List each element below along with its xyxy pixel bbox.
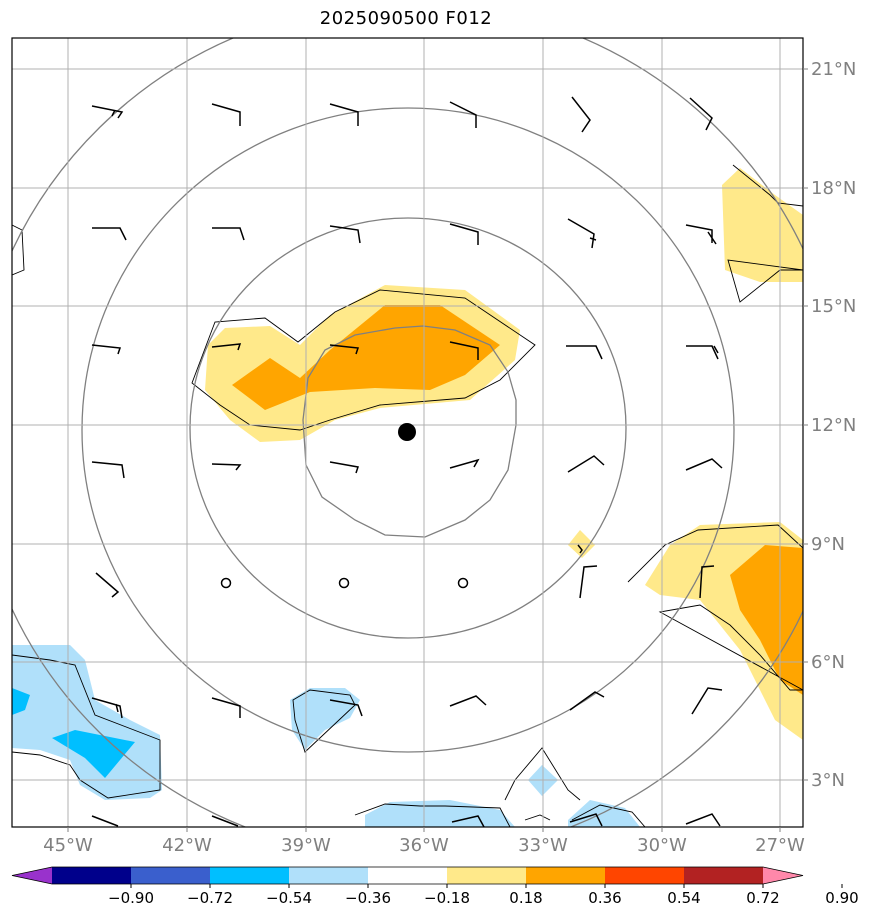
colorbar-segment — [447, 867, 527, 884]
calm-wind-markers — [220, 544, 583, 589]
colorbar-outline — [11, 866, 804, 885]
map-content — [12, 38, 803, 827]
lat-label: 15°N — [811, 296, 856, 317]
colorbar-label: −0.72 — [187, 889, 233, 907]
colorbar-label: 0.90 — [825, 889, 858, 907]
colorbar-segment — [368, 867, 448, 884]
colorbar-segment — [210, 867, 290, 884]
colorbar-label: 0.36 — [588, 889, 621, 907]
colorbar-label: −0.36 — [345, 889, 391, 907]
colorbar-label: 0.72 — [746, 889, 779, 907]
colorbar-segment — [52, 867, 132, 884]
lon-label: 27°W — [755, 835, 805, 856]
lat-label: 3°N — [811, 770, 845, 791]
lat-label: 6°N — [811, 652, 845, 673]
lon-label: 36°W — [399, 835, 449, 856]
map-title: 2025090500 F012 — [319, 8, 493, 29]
wind-barbs — [91, 96, 723, 827]
lat-label: 12°N — [811, 415, 856, 436]
lon-label: 39°W — [281, 835, 331, 856]
colorbar-segment — [289, 867, 369, 884]
colorbar-segment — [605, 867, 685, 884]
lat-tick-labels: 21°N 18°N 15°N 12°N 9°N 6°N 3°N — [803, 59, 856, 791]
lat-label: 18°N — [811, 178, 856, 199]
colorbar-label: 0.18 — [509, 889, 542, 907]
colorbar-segment — [131, 867, 211, 884]
colorbar-extend-high — [763, 867, 803, 884]
lon-label: 33°W — [518, 835, 568, 856]
colorbar-label: −0.90 — [108, 889, 154, 907]
map-frame — [11, 37, 804, 828]
colorbar-segment — [526, 867, 606, 884]
lat-label: 9°N — [811, 534, 845, 555]
lon-label: 30°W — [637, 835, 687, 856]
lon-tick-labels: 45°W 42°W 39°W 36°W 33°W 30°W 27°W — [43, 827, 805, 856]
storm-center-dot — [398, 423, 416, 441]
lon-label: 42°W — [162, 835, 212, 856]
colorbar-label: 0.54 — [667, 889, 700, 907]
lon-label: 45°W — [43, 835, 93, 856]
range-rings — [12, 38, 803, 827]
colorbar-segment — [684, 867, 764, 884]
shading-positive — [205, 168, 803, 740]
colorbar: −0.90 −0.72 −0.54 −0.36 −0.18 0.18 0.36 0.54 0.7… — [11, 866, 859, 907]
colorbar-extend-low — [12, 867, 52, 884]
colorbar-label: −0.18 — [424, 889, 470, 907]
lat-label: 21°N — [811, 59, 856, 80]
colorbar-label: −0.54 — [266, 889, 312, 907]
